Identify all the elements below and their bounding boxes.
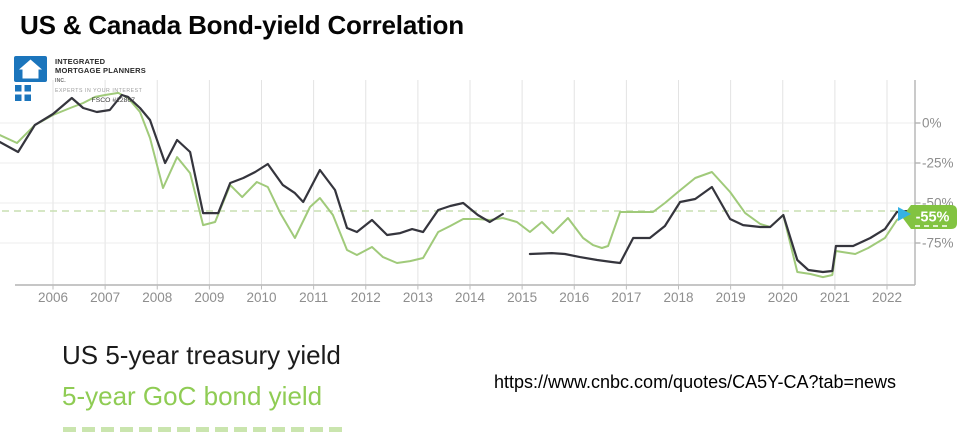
x-tick-label: 2015	[507, 290, 537, 305]
x-tick-label: 2013	[403, 290, 433, 305]
x-tick-label: 2019	[716, 290, 746, 305]
y-tick-label: -25%	[922, 156, 954, 171]
badge-arrow-icon	[898, 207, 911, 221]
x-tick-label: 2009	[194, 290, 224, 305]
x-tick-label: 2022	[872, 290, 902, 305]
series-line-us	[528, 185, 910, 274]
x-tick-label: 2020	[768, 290, 798, 305]
x-tick-label: 2014	[455, 290, 486, 305]
x-tick-label: 2011	[299, 290, 328, 305]
series-line-us	[0, 93, 504, 237]
logo-line2: MORTGAGE PLANNERS INC.	[55, 66, 147, 86]
house-logo-icon	[14, 56, 47, 101]
bond-yield-chart: 0%-25%-50%-75%2006 2007 2008 2009 2010 2011 20…	[0, 80, 957, 305]
current-value-badge	[902, 205, 957, 229]
x-tick-label: 2016	[559, 290, 589, 305]
page-title: US & Canada Bond-yield Correlation	[20, 10, 464, 40]
x-tick-label: 2017	[611, 290, 641, 305]
logo-inc-suffix: INC.	[55, 78, 66, 84]
x-tick-label: 2010	[246, 290, 276, 305]
logo-tagline: EXPERTS IN YOUR INTEREST	[55, 88, 143, 94]
series-line-ca	[0, 91, 909, 279]
x-tick-label: 2006	[38, 290, 68, 305]
y-tick-label: 0%	[922, 116, 942, 131]
logo-license: FSCO #12867	[91, 97, 135, 104]
legend-item-us-treasury: US 5-year treasury yield	[62, 340, 341, 370]
logo-company-name: MORTGAGE PLANNERS	[55, 66, 146, 75]
x-tick-label: 2018	[663, 290, 693, 305]
badge-label: -55%	[916, 210, 950, 226]
legend-item-goc-bond: 5-year GoC bond yield	[62, 381, 323, 411]
x-tick-label: 2012	[351, 290, 381, 305]
x-tick-label: 2021	[820, 290, 850, 305]
x-tick-label: 2008	[142, 290, 172, 305]
logo-line1: INTEGRATED	[55, 57, 106, 66]
source-url[interactable]: https://www.cnbc.com/quotes/CA5Y-CA?tab=…	[494, 372, 897, 392]
logo-text-block: INTEGRATED MORTGAGE PLANNERS INC. EXPERT…	[55, 57, 147, 104]
x-tick-label: 2007	[90, 290, 120, 305]
y-tick-label: -75%	[922, 236, 954, 251]
cropped-text-artifact	[63, 427, 345, 432]
